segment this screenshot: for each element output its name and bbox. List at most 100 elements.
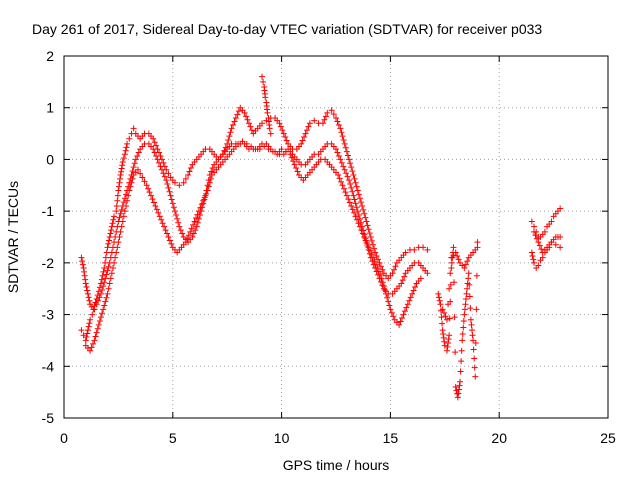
data-point bbox=[532, 232, 539, 239]
data-point bbox=[288, 154, 295, 161]
data-point bbox=[348, 184, 355, 191]
data-point bbox=[355, 191, 362, 198]
data-point bbox=[377, 263, 384, 270]
data-point bbox=[345, 196, 352, 203]
data-point bbox=[195, 208, 202, 215]
data-point bbox=[531, 259, 538, 266]
data-point bbox=[369, 241, 376, 248]
data-point bbox=[305, 123, 312, 130]
data-point bbox=[205, 183, 212, 190]
data-point bbox=[194, 219, 201, 226]
x-tick-label: 15 bbox=[383, 430, 399, 446]
data-point bbox=[447, 270, 454, 277]
data-point bbox=[150, 199, 157, 206]
data-point bbox=[376, 259, 383, 266]
data-point bbox=[171, 179, 178, 186]
data-point bbox=[156, 213, 163, 220]
data-point bbox=[344, 152, 351, 159]
y-axis-label: SDTVAR / TECUs bbox=[5, 181, 21, 293]
data-point bbox=[261, 143, 268, 150]
data-point bbox=[379, 279, 386, 286]
series-segment-22b bbox=[528, 234, 564, 272]
data-point bbox=[282, 148, 289, 155]
data-point bbox=[351, 209, 358, 216]
data-point bbox=[353, 204, 360, 211]
data-point bbox=[379, 266, 386, 273]
data-point bbox=[110, 216, 117, 223]
data-point bbox=[445, 301, 452, 308]
data-point bbox=[452, 383, 459, 390]
data-point bbox=[163, 230, 170, 237]
data-point bbox=[150, 146, 157, 153]
data-point bbox=[103, 271, 110, 278]
data-point bbox=[187, 165, 194, 172]
data-point bbox=[118, 165, 125, 172]
data-point bbox=[469, 327, 475, 334]
data-point bbox=[424, 246, 431, 253]
data-point bbox=[460, 324, 467, 331]
data-point bbox=[162, 227, 169, 234]
x-axis-label: GPS time / hours bbox=[283, 457, 390, 473]
data-point bbox=[362, 237, 369, 244]
data-point bbox=[372, 261, 379, 268]
data-point bbox=[375, 256, 382, 263]
data-point bbox=[354, 216, 361, 223]
data-point bbox=[166, 188, 173, 195]
data-point bbox=[457, 378, 464, 385]
data-point bbox=[86, 320, 93, 327]
data-point bbox=[102, 298, 109, 305]
data-point bbox=[365, 226, 372, 233]
data-point bbox=[361, 210, 368, 217]
data-point bbox=[535, 239, 542, 246]
series-track-b bbox=[78, 140, 431, 344]
data-point bbox=[161, 223, 168, 230]
chart-title: Day 261 of 2017, Sidereal Day-to-day VTE… bbox=[32, 21, 542, 37]
series-track-c bbox=[82, 138, 424, 354]
data-point bbox=[106, 234, 113, 240]
data-point bbox=[529, 252, 536, 259]
data-point bbox=[151, 149, 158, 156]
data-point bbox=[400, 311, 407, 318]
data-point bbox=[165, 184, 172, 191]
data-point bbox=[459, 330, 466, 337]
data-point bbox=[472, 340, 479, 347]
data-point bbox=[348, 164, 355, 171]
data-point bbox=[109, 265, 116, 272]
data-point bbox=[387, 306, 394, 313]
data-point bbox=[234, 111, 241, 118]
data-point bbox=[440, 330, 447, 337]
data-point bbox=[101, 279, 108, 286]
data-point bbox=[451, 314, 458, 321]
data-point bbox=[364, 222, 371, 229]
data-point bbox=[368, 237, 375, 244]
data-point bbox=[161, 173, 168, 180]
data-point bbox=[239, 138, 246, 145]
data-point bbox=[435, 294, 442, 301]
data-point bbox=[287, 151, 294, 158]
data-point bbox=[100, 306, 107, 313]
data-point bbox=[530, 256, 537, 263]
data-point bbox=[100, 283, 107, 290]
data-point bbox=[402, 249, 409, 256]
data-point bbox=[84, 327, 91, 334]
data-point bbox=[135, 149, 142, 156]
data-point bbox=[122, 147, 129, 154]
data-point bbox=[557, 244, 564, 251]
data-point bbox=[85, 323, 92, 330]
data-point bbox=[447, 281, 454, 288]
data-point bbox=[409, 290, 416, 297]
data-point bbox=[301, 134, 308, 141]
data-point bbox=[185, 171, 192, 178]
data-point bbox=[203, 190, 210, 197]
data-point bbox=[342, 189, 349, 196]
data-point bbox=[328, 107, 335, 114]
data-point bbox=[173, 212, 180, 219]
data-point bbox=[118, 206, 125, 213]
data-point bbox=[101, 265, 108, 272]
data-point bbox=[290, 158, 297, 165]
y-tick-label: 1 bbox=[46, 100, 54, 116]
data-point bbox=[283, 137, 290, 144]
data-point bbox=[259, 73, 266, 80]
data-point bbox=[353, 183, 360, 190]
